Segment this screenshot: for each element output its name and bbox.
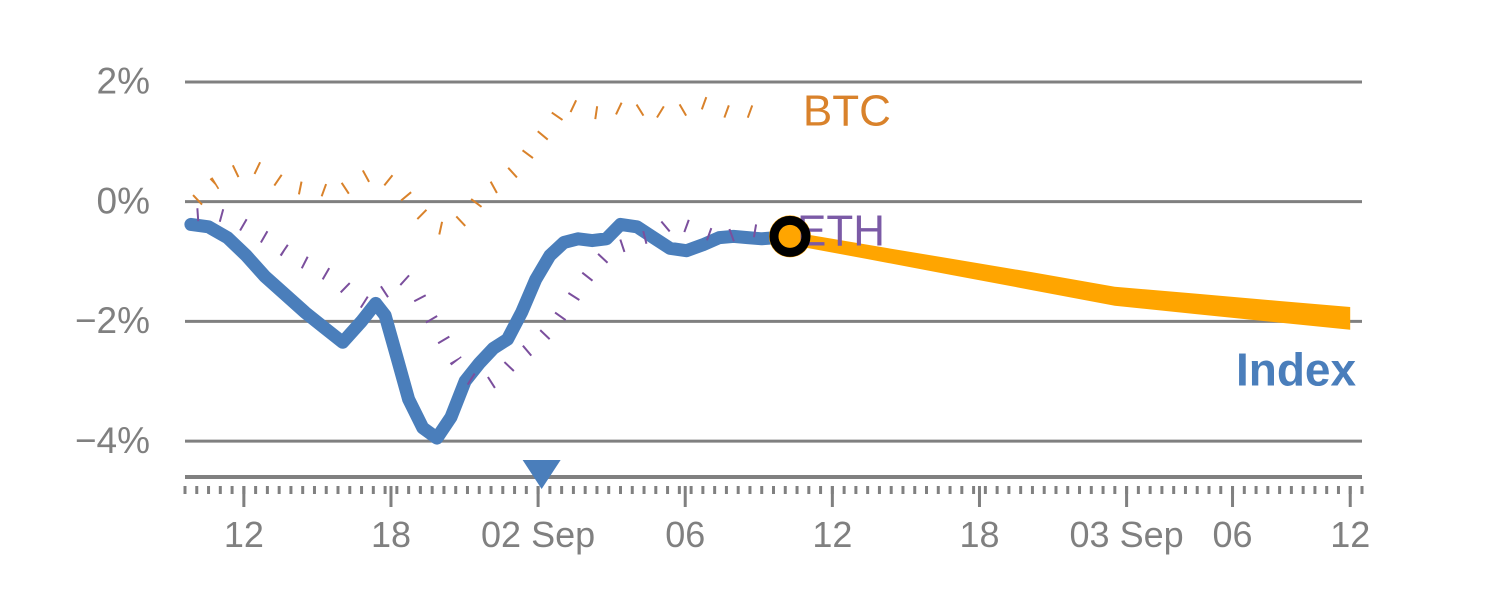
y-tick-label: −2% bbox=[75, 300, 150, 341]
x-tick-label: 03 Sep bbox=[1070, 514, 1184, 555]
forecast-band-index[interactable] bbox=[790, 231, 1351, 330]
series-line-btc[interactable] bbox=[192, 93, 767, 238]
x-tick-label: 02 Sep bbox=[481, 514, 595, 555]
y-tick-label: 0% bbox=[97, 180, 150, 221]
y-tick-label: −4% bbox=[75, 420, 150, 461]
x-tick-label: 12 bbox=[224, 514, 264, 555]
x-tick-label: 18 bbox=[371, 514, 411, 555]
x-tick-label: 18 bbox=[959, 514, 999, 555]
x-tick-label: 12 bbox=[812, 514, 852, 555]
gridlines-group bbox=[185, 80, 1362, 479]
y-axis-tick-labels: 2% 0% −2% −4% bbox=[75, 61, 150, 461]
major-ticks-group bbox=[242, 486, 1352, 507]
x-tick-label: 06 bbox=[1213, 514, 1253, 555]
series-line-eth[interactable] bbox=[196, 207, 782, 395]
x-axis-tick-labels: 12 18 02 Sep 06 12 18 03 Sep 06 12 bbox=[224, 514, 1370, 555]
current-point-ring-icon bbox=[769, 215, 811, 257]
minor-ticks-group bbox=[183, 486, 1364, 494]
series-line-index[interactable] bbox=[184, 217, 797, 445]
series-label-index: Index bbox=[1236, 343, 1357, 395]
x-tick-label: 12 bbox=[1330, 514, 1370, 555]
y-tick-label: 2% bbox=[97, 61, 150, 102]
x-tick-label: 06 bbox=[665, 514, 705, 555]
x-axis-cursor-marker[interactable] bbox=[522, 460, 561, 489]
series-label-btc: BTC bbox=[803, 87, 891, 136]
series-label-eth: ETH bbox=[797, 206, 885, 255]
